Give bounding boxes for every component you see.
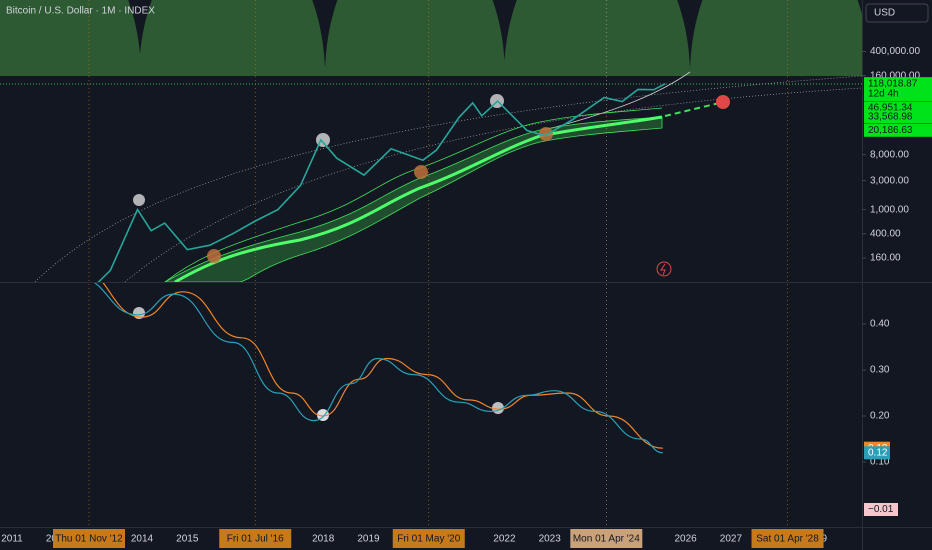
time-tick-label: 2026 (674, 534, 697, 545)
date-marker-box (751, 529, 824, 548)
currency-label[interactable]: USD (874, 8, 895, 19)
time-tick-label: 2018 (312, 534, 335, 545)
date-marker-box (52, 529, 125, 548)
osc-tick-label: 0.20 (870, 411, 890, 422)
price-tick-label: 3,000.00 (870, 175, 909, 186)
time-tick-label: 2023 (539, 534, 562, 545)
date-marker-label: Mon 01 Apr '24 (573, 534, 640, 545)
price-tick-label: 400,000.00 (870, 46, 920, 57)
price-badge-label: 20,186.63 (868, 125, 913, 136)
time-tick-label: 20 (46, 534, 58, 545)
date-marker-label: Thu 01 Nov '12 (55, 534, 123, 545)
date-marker-box (570, 529, 643, 548)
price-badge (864, 123, 932, 137)
price-tick-label: 160,000.00 (870, 70, 920, 81)
time-tick-label: 2011 (1, 534, 23, 545)
price-badge-label: 33,568.98 (868, 112, 913, 123)
price-tick-label: 400.00 (870, 228, 901, 239)
time-tick-label: 2022 (493, 534, 516, 545)
price-badge-label: 46,951.34 (868, 103, 913, 114)
currency-button[interactable] (865, 3, 929, 23)
osc-decor (133, 307, 504, 421)
price-tick-label: 160.00 (870, 253, 901, 264)
date-marker-label: Fri 01 Jul '16 (227, 534, 284, 545)
histogram-badge (864, 503, 898, 516)
price-badge (864, 77, 932, 102)
cycle-domes (0, 0, 862, 76)
osc-tick-label: 0.10 (870, 457, 890, 468)
time-tick-label: 2019 (357, 534, 380, 545)
osc-pane (93, 283, 664, 454)
osc-badge (864, 446, 890, 460)
price-tick-label: 1,000.00 (870, 204, 909, 215)
price-series (97, 82, 666, 282)
osc-badge-label: 0.12 (868, 447, 888, 458)
price-badge (864, 110, 932, 124)
price-badge-label: 118,018.87 (868, 78, 918, 89)
osc-series (102, 283, 663, 449)
price-decor (34, 71, 862, 282)
chart-title: Bitcoin / U.S. Dollar · 1M · INDEX (6, 6, 155, 17)
price-pane (97, 82, 666, 282)
osc-series (93, 283, 664, 454)
date-marker-box (392, 529, 465, 548)
osc-tick-label: 0.30 (870, 365, 890, 376)
time-tick-label: 2027 (720, 534, 743, 545)
date-marker-label: Sat 01 Apr '28 (756, 534, 819, 545)
time-tick-label: 2015 (176, 534, 199, 545)
osc-tick-label: 0.40 (870, 319, 890, 330)
time-tick-label: 2014 (131, 534, 154, 545)
countdown-label: 12d 4h (868, 88, 899, 99)
date-marker-label: Fri 01 May '20 (397, 534, 460, 545)
date-marker-box (219, 529, 292, 548)
histogram-badge-label: −0.01 (868, 504, 894, 515)
price-tick-label: 8,000.00 (870, 149, 909, 160)
